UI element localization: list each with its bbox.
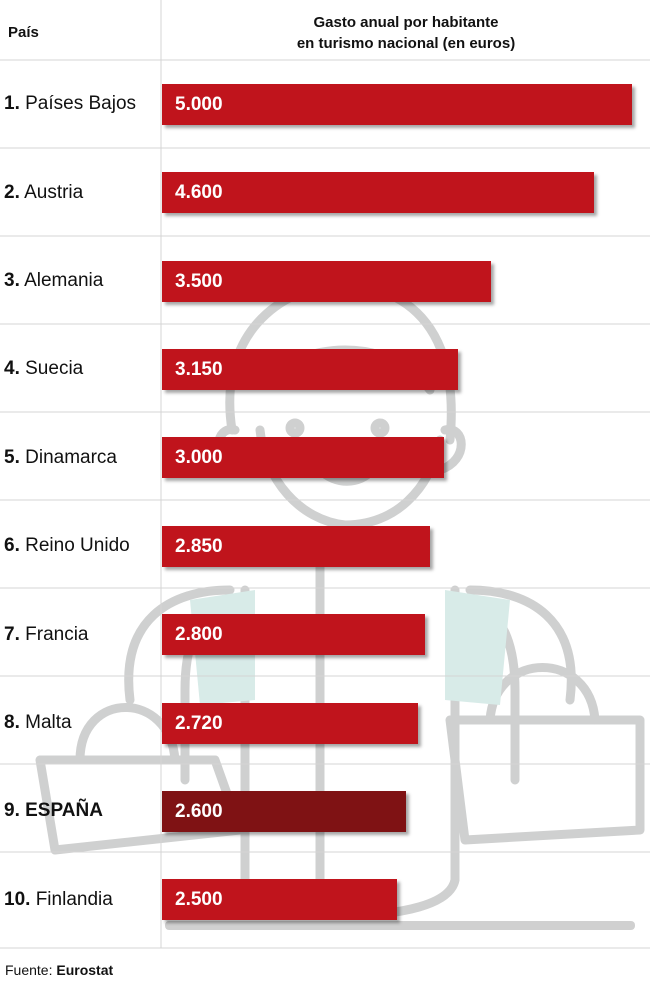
rank-number: 8. xyxy=(4,712,20,733)
bar: 2.720 xyxy=(162,702,418,744)
country-label: 8. Malta xyxy=(4,711,72,735)
rank-number: 3. xyxy=(4,270,20,291)
country-label: 3. Alemania xyxy=(4,269,103,293)
rank-number: 4. xyxy=(4,358,20,380)
bar: 2.800 xyxy=(162,614,426,656)
bar-value-label: 2.500 xyxy=(175,889,223,911)
value-header-line-1: Gasto anual por habitante xyxy=(313,14,499,31)
bar-value-label: 4.600 xyxy=(175,182,223,204)
country-label: 2. Austria xyxy=(4,181,83,205)
country-name: Dinamarca xyxy=(19,446,118,468)
country-label: 4. Suecia xyxy=(4,357,83,381)
bar: 2.850 xyxy=(162,525,430,567)
rank-number: 9. xyxy=(4,800,20,822)
bar: 3.500 xyxy=(162,260,491,302)
bar-value-label: 3.150 xyxy=(175,358,223,380)
source-name: Eurostat xyxy=(56,962,114,978)
rank-number: 1. xyxy=(4,93,20,115)
rank-number: 5. xyxy=(4,446,20,468)
country-name: Países Bajos xyxy=(19,93,137,115)
bar: 2.600 xyxy=(162,790,407,832)
source-prefix: Fuente: xyxy=(5,962,53,978)
bar: 2.500 xyxy=(162,879,397,921)
country-name: Finlandia xyxy=(30,888,113,910)
country-name: Reino Unido xyxy=(19,535,130,557)
bar-value-label: 2.850 xyxy=(175,535,223,557)
rank-number: 2. xyxy=(4,181,20,203)
country-label: 6. Reino Unido xyxy=(4,534,130,558)
rank-number: 7. xyxy=(4,623,20,645)
bar-value-label: 3.000 xyxy=(175,447,223,469)
country-column-header: País xyxy=(8,24,39,41)
bar-value-label: 3.500 xyxy=(175,270,223,292)
country-name: ESPAÑA xyxy=(19,800,103,822)
bar: 3.000 xyxy=(162,437,444,479)
bar-value-label: 2.800 xyxy=(175,624,223,646)
country-name: Alemania xyxy=(19,270,104,291)
source-note: Fuente: Eurostat xyxy=(5,962,113,978)
value-header-line-2: en turismo nacional (en euros) xyxy=(296,35,516,52)
bar: 5.000 xyxy=(162,83,632,125)
country-label: 7. Francia xyxy=(4,623,89,647)
country-label: 5. Dinamarca xyxy=(4,446,117,470)
country-name: Suecia xyxy=(19,358,84,380)
country-name: Malta xyxy=(19,712,72,733)
rank-number: 6. xyxy=(4,535,20,557)
country-name: Austria xyxy=(19,181,84,203)
value-column-header: Gasto anual por habitante en turismo nac… xyxy=(162,12,650,54)
country-label: 1. Países Bajos xyxy=(4,92,136,116)
bar-value-label: 2.600 xyxy=(175,800,223,822)
country-name: Francia xyxy=(19,623,89,645)
rank-number: 10. xyxy=(4,888,31,910)
country-label: 10. Finlandia xyxy=(4,888,113,912)
country-label: 9. ESPAÑA xyxy=(4,799,103,823)
bar-value-label: 2.720 xyxy=(175,712,223,734)
bar: 3.150 xyxy=(162,348,459,390)
bar-value-label: 5.000 xyxy=(175,93,223,115)
bar: 4.600 xyxy=(162,172,595,214)
